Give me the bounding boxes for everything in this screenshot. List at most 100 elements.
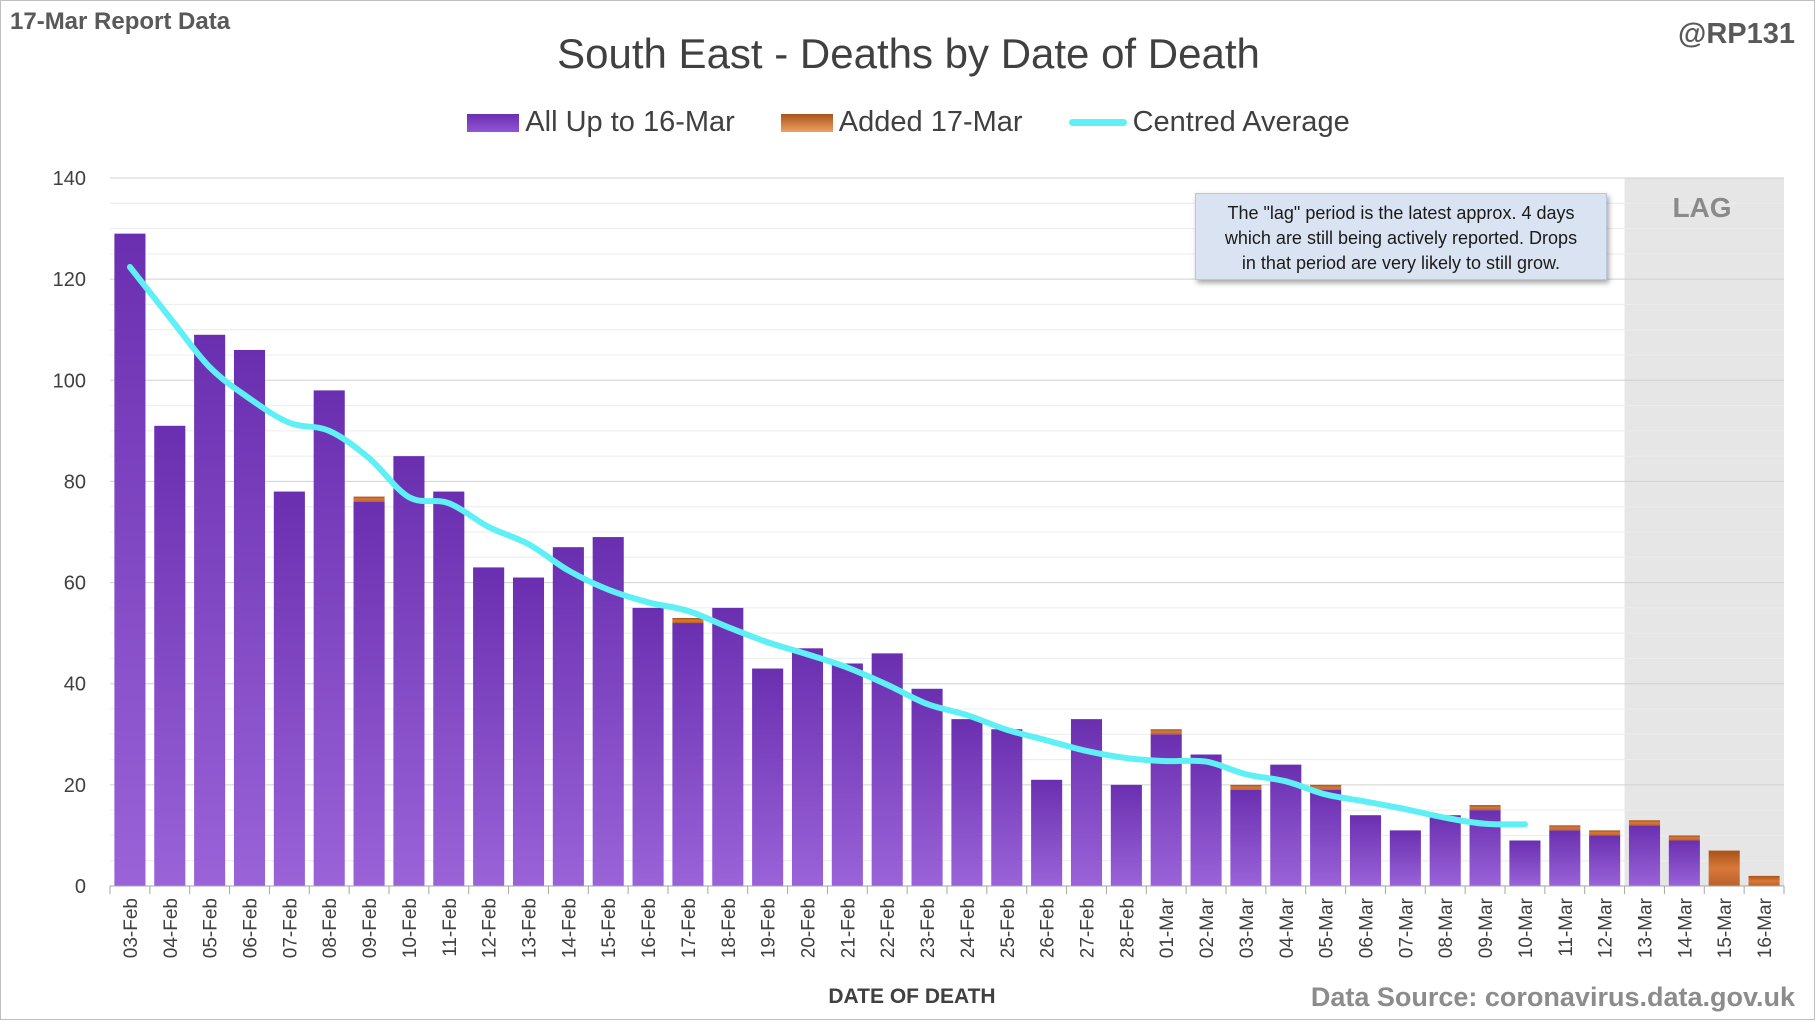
x-tick-label: 04-Mar bbox=[1277, 897, 1298, 958]
x-tick-label: 11-Feb bbox=[440, 898, 461, 957]
legend-swatch-average bbox=[1068, 119, 1127, 126]
bar-added bbox=[1310, 784, 1342, 790]
bar-base bbox=[1509, 840, 1541, 886]
bar-added bbox=[1708, 850, 1740, 886]
bar-base bbox=[1070, 719, 1103, 886]
x-tick-label: 07-Feb bbox=[280, 898, 301, 958]
bar-base bbox=[1628, 825, 1661, 886]
bar-base bbox=[1110, 784, 1142, 886]
bar-added bbox=[1469, 805, 1501, 811]
bar-base bbox=[473, 567, 505, 886]
bar-base bbox=[512, 577, 545, 886]
y-tick-label: 40 bbox=[64, 674, 86, 696]
x-tick-label: 01-Mar bbox=[1157, 897, 1178, 958]
y-tick-label: 140 bbox=[53, 168, 86, 190]
x-tick-label: 11-Mar bbox=[1556, 897, 1577, 956]
legend-item-base: All Up to 16-Mar bbox=[467, 106, 735, 139]
bar-base bbox=[1230, 789, 1262, 886]
x-tick-label: 08-Mar bbox=[1436, 897, 1457, 958]
bar-base bbox=[951, 719, 983, 886]
bar-base bbox=[1310, 789, 1342, 886]
x-tick-label: 15-Feb bbox=[599, 898, 620, 958]
x-tick-label: 07-Mar bbox=[1396, 897, 1417, 958]
x-tick-label: 12-Feb bbox=[480, 898, 501, 958]
x-tick-label: 14-Mar bbox=[1675, 897, 1696, 958]
x-tick-label: 04-Feb bbox=[161, 898, 182, 958]
bar-added bbox=[1628, 820, 1661, 826]
legend-label-average: Centred Average bbox=[1132, 106, 1350, 138]
x-tick-label: 10-Feb bbox=[400, 898, 421, 958]
x-tick-label: 06-Mar bbox=[1357, 897, 1378, 958]
x-tick-label: 26-Feb bbox=[1038, 898, 1059, 958]
x-tick-label: 28-Feb bbox=[1117, 898, 1138, 958]
y-tick-label: 0 bbox=[75, 876, 86, 898]
bar-base bbox=[1668, 840, 1700, 886]
x-tick-label: 19-Feb bbox=[759, 898, 780, 958]
annotation-line: in that period are very likely to still … bbox=[1241, 253, 1561, 273]
annotation-line: which are still being actively reported.… bbox=[1224, 228, 1578, 248]
x-tick-label: 12-Mar bbox=[1596, 897, 1617, 958]
x-tick-label: 21-Feb bbox=[838, 898, 859, 958]
chart-title: South East - Deaths by Date of Death bbox=[557, 30, 1260, 77]
legend-label-added: Added 17-Mar bbox=[838, 106, 1023, 138]
legend-item-average: Centred Average bbox=[1068, 106, 1350, 139]
lag-label: LAG bbox=[1672, 192, 1732, 223]
bar-base bbox=[672, 623, 704, 886]
bar-added bbox=[672, 617, 704, 624]
bar-base bbox=[194, 334, 226, 886]
x-tick-label: 13-Mar bbox=[1636, 897, 1657, 958]
bar-base bbox=[552, 547, 584, 886]
annotation-line: The "lag" period is the latest approx. 4… bbox=[1227, 203, 1575, 223]
x-tick-label: 09-Mar bbox=[1476, 897, 1497, 958]
bar-added bbox=[353, 496, 385, 502]
x-tick-label: 05-Mar bbox=[1317, 897, 1338, 958]
legend-swatch-added bbox=[780, 113, 833, 132]
x-tick-label: 20-Feb bbox=[799, 898, 820, 958]
x-tick-label: 25-Feb bbox=[998, 898, 1019, 958]
bar-added bbox=[1668, 835, 1700, 841]
bar-base bbox=[791, 648, 824, 886]
bar-base bbox=[1389, 830, 1421, 886]
x-tick-label: 03-Feb bbox=[121, 898, 142, 958]
bar-base bbox=[1349, 815, 1382, 886]
bar-base bbox=[393, 456, 425, 886]
bar-base bbox=[1589, 835, 1621, 886]
bar-base bbox=[1549, 830, 1581, 886]
bar-added bbox=[1748, 875, 1780, 886]
author-handle: @RP131 bbox=[1678, 18, 1795, 50]
x-tick-label: 22-Feb bbox=[878, 898, 899, 958]
bar-added bbox=[1589, 830, 1621, 836]
bar-base bbox=[632, 607, 664, 886]
bar-base bbox=[1190, 754, 1222, 886]
bar-added bbox=[1549, 825, 1581, 831]
x-tick-label: 03-Mar bbox=[1237, 897, 1258, 958]
bar-base bbox=[273, 491, 305, 886]
x-tick-label: 02-Mar bbox=[1197, 897, 1218, 958]
legend-label-base: All Up to 16-Mar bbox=[525, 106, 735, 138]
bar-base bbox=[752, 668, 784, 886]
x-tick-label: 10-Mar bbox=[1516, 897, 1537, 958]
x-tick-label: 05-Feb bbox=[201, 898, 222, 958]
y-tick-label: 100 bbox=[53, 370, 86, 392]
bar-base bbox=[114, 233, 146, 887]
x-tick-label: 13-Feb bbox=[520, 898, 541, 958]
legend: All Up to 16-Mar Added 17-Mar Centred Av… bbox=[0, 106, 1817, 139]
x-tick-label: 09-Feb bbox=[360, 898, 381, 958]
x-axis-title: DATE OF DEATH bbox=[828, 985, 996, 1008]
bar-base bbox=[353, 501, 385, 886]
legend-item-added: Added 17-Mar bbox=[780, 106, 1023, 139]
bar-base bbox=[313, 390, 345, 886]
x-tick-label: 27-Feb bbox=[1078, 898, 1099, 958]
bar-base bbox=[1150, 734, 1182, 886]
x-tick-label: 17-Feb bbox=[679, 898, 700, 958]
bar-base bbox=[433, 491, 465, 886]
data-source: Data Source: coronavirus.data.gov.uk bbox=[1310, 982, 1795, 1012]
average-line bbox=[126, 264, 1528, 828]
x-tick-label: 16-Mar bbox=[1755, 897, 1776, 958]
y-tick-label: 20 bbox=[64, 775, 86, 797]
x-tick-label: 14-Feb bbox=[559, 898, 580, 958]
x-tick-label: 08-Feb bbox=[320, 898, 341, 958]
y-tick-label: 80 bbox=[64, 471, 86, 493]
